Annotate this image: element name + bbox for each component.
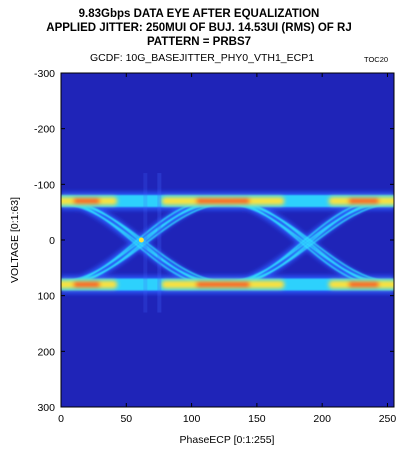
x-tick-label: 0	[58, 413, 64, 425]
eye-transition-trace	[61, 198, 394, 288]
rail-hot-red	[73, 282, 101, 288]
eye-transition-trace	[61, 198, 386, 288]
eye-hotspots	[61, 197, 394, 289]
chart-title-line-3: PATTERN = PRBS7	[146, 36, 252, 48]
chart-title-line-2: APPLIED JITTER: 250MUI OF BUJ. 14.53UI (…	[46, 22, 352, 34]
y-tick-label: 300	[37, 402, 55, 414]
y-tick-label: 100	[37, 291, 55, 303]
y-tick-label: 0	[49, 235, 55, 247]
chart-subtitle: GCDF: 10G_BASEJITTER_PHY0_VTH1_ECP1	[90, 52, 315, 64]
y-axis: -300 -200 -100 0 100 200 300	[34, 68, 394, 414]
rail-hot-red	[348, 282, 380, 288]
rail-hot-red	[73, 198, 101, 204]
eye-transition-trace	[61, 202, 394, 284]
jitter-stripe	[143, 173, 148, 313]
y-axis-label: VOLTAGE [0:1:63]	[9, 197, 21, 283]
x-tick-label: 50	[120, 413, 132, 425]
x-tick-label: 150	[248, 413, 266, 425]
eye-trace-layer	[61, 173, 394, 313]
y-tick-label: 200	[37, 346, 55, 358]
crossing-hotspot	[138, 237, 144, 243]
plot-frame	[60, 72, 395, 408]
x-axis-label: PhaseECP [0:1:255]	[180, 434, 275, 446]
x-tick-label: 250	[379, 413, 397, 425]
chart-title-line-1: 9.83Gbps DATA EYE AFTER EQUALIZATION	[78, 8, 320, 20]
jitter-stripes	[143, 173, 162, 313]
eye-transition-trace	[61, 202, 390, 284]
x-tick-label: 200	[313, 413, 331, 425]
rail-hot-red	[195, 282, 251, 288]
y-tick-label: -300	[34, 68, 55, 80]
x-tick-label: 100	[183, 413, 201, 425]
y-tick-label: -200	[34, 124, 55, 136]
y-tick-label: -100	[34, 179, 55, 191]
rail-hot-red	[348, 198, 380, 204]
figure-tag: TOC20	[364, 55, 389, 64]
eye-transitions	[61, 198, 394, 288]
jitter-stripe	[157, 173, 162, 313]
plot-area	[61, 73, 394, 407]
rail-hot-red	[195, 198, 251, 204]
